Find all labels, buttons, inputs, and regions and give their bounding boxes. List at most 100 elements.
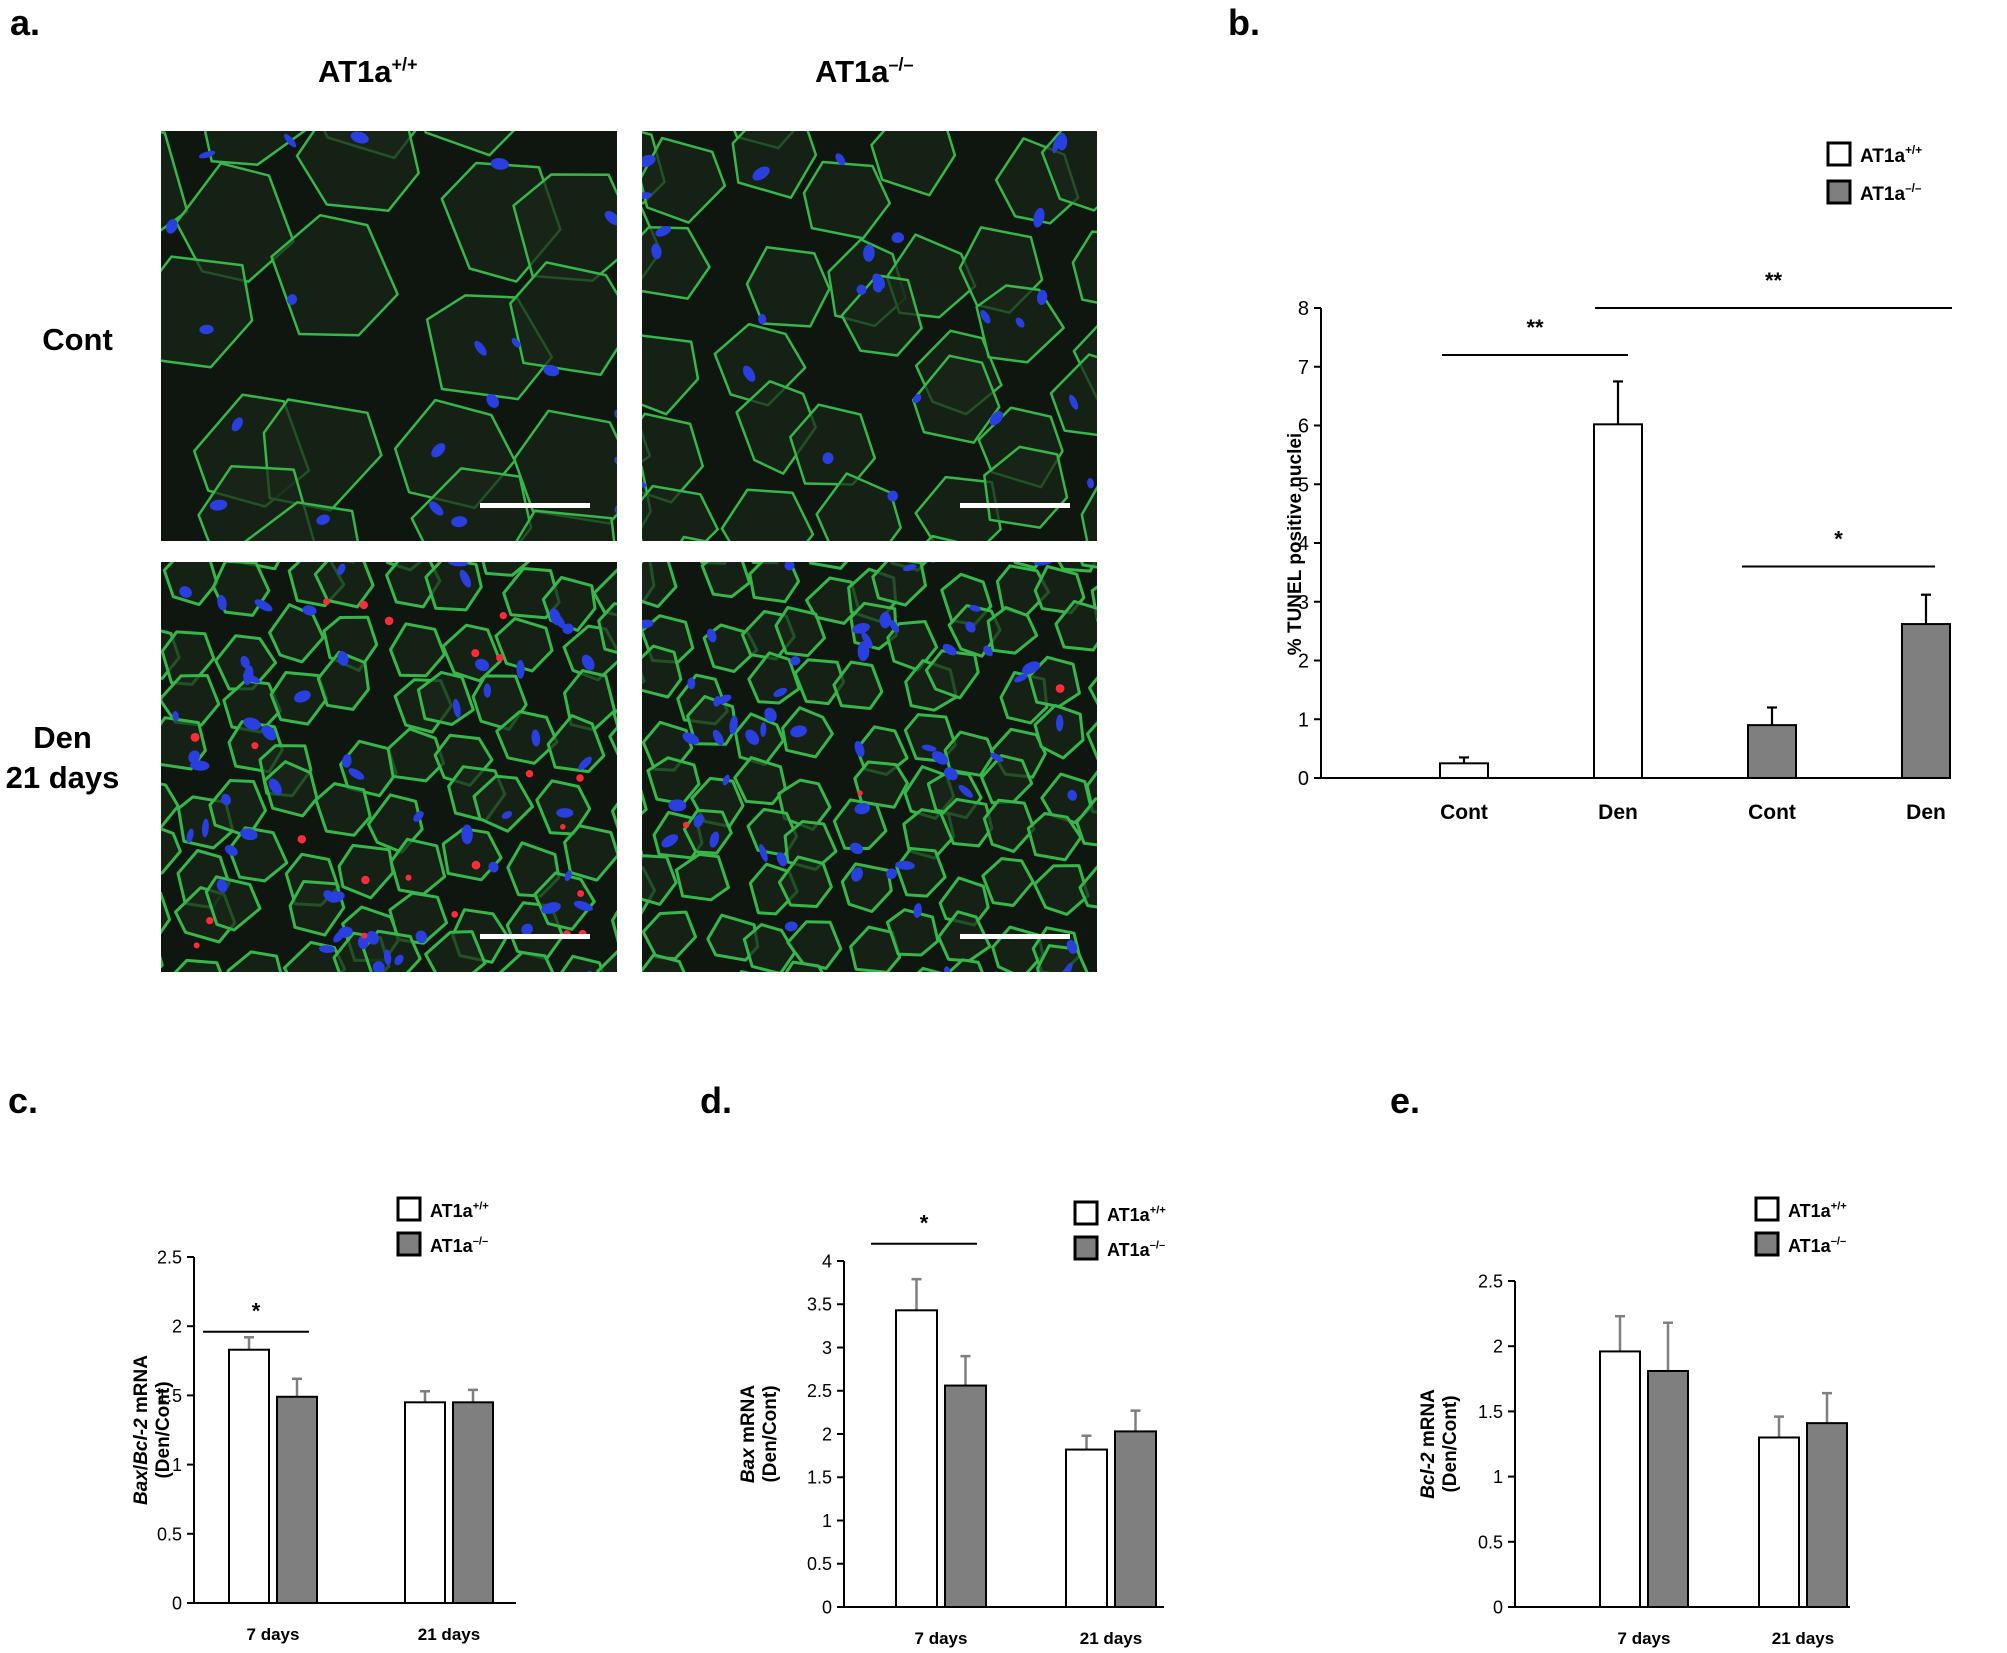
- muscle-fiber: [410, 467, 533, 541]
- nucleus: [531, 729, 541, 747]
- tunel-positive-nucleus: [496, 654, 504, 662]
- nucleus: [958, 784, 973, 798]
- nucleus: [1055, 714, 1064, 732]
- nucleus: [886, 868, 898, 880]
- nucleus: [759, 843, 768, 862]
- legend-base: AT1a: [430, 1201, 474, 1221]
- muscle-fiber: [481, 562, 531, 577]
- nucleus: [722, 774, 730, 786]
- muscle-fiber: [786, 920, 843, 970]
- muscle-fiber: [337, 843, 395, 900]
- legend-sup: +/+: [1150, 1204, 1167, 1216]
- nucleus: [224, 844, 238, 857]
- nucleus: [969, 604, 981, 612]
- nucleus: [366, 930, 379, 945]
- nucleus: [209, 499, 228, 511]
- column-header-sup: –/–: [888, 54, 914, 75]
- nucleus: [1033, 207, 1045, 228]
- muscle-fiber: [802, 160, 891, 240]
- y-tick-label: 1: [822, 1511, 832, 1531]
- muscle-fiber: [1040, 772, 1093, 825]
- y-tick-label: 6: [1298, 416, 1309, 438]
- muscle-fiber: [161, 955, 164, 969]
- nucleus: [556, 808, 574, 818]
- tunel-positive-nucleus: [499, 611, 507, 620]
- tunel-positive-nucleus: [682, 821, 690, 829]
- muscle-fiber: [270, 213, 399, 337]
- significance-marker: *: [252, 1299, 261, 1324]
- muscle-fiber: [1078, 865, 1097, 909]
- nucleus: [287, 294, 298, 305]
- y-tick-label: 2.5: [807, 1381, 832, 1401]
- muscle-fiber: [706, 913, 760, 962]
- muscle-fiber: [731, 131, 818, 199]
- micrograph-svg: [161, 131, 617, 541]
- nucleus: [903, 564, 917, 572]
- nucleus: [682, 732, 700, 745]
- muscle-fiber: [1033, 864, 1090, 916]
- tunel-positive-nucleus: [471, 649, 480, 658]
- muscle-fiber: [947, 958, 984, 972]
- nucleus: [217, 594, 227, 611]
- nucleus: [854, 802, 871, 815]
- nucleus: [459, 569, 472, 588]
- micrograph-svg: [161, 562, 617, 972]
- bar: [895, 1309, 938, 1608]
- nucleus: [516, 660, 525, 679]
- nucleus: [415, 930, 427, 944]
- y-axis-label: Bcl-2 mRNA: [1418, 1389, 1439, 1499]
- legend-entry: AT1a–/–: [1107, 1239, 1165, 1260]
- nucleus: [693, 814, 704, 828]
- muscle-fiber: [515, 509, 616, 541]
- muscle-fiber: [441, 827, 503, 882]
- nucleus: [461, 824, 473, 845]
- muscle-fiber: [1075, 797, 1097, 847]
- legend-swatch: [1073, 1235, 1099, 1261]
- muscle-fiber: [385, 562, 442, 609]
- muscle-fiber: [162, 562, 219, 607]
- muscle-fiber: [1086, 721, 1097, 761]
- nucleus: [342, 754, 352, 768]
- bar: [1747, 724, 1797, 779]
- muscle-fiber: [314, 782, 372, 837]
- significance-marker: **: [1526, 315, 1544, 340]
- nucleus: [709, 831, 720, 848]
- muscle-fiber: [981, 857, 1035, 907]
- nuclei: [166, 131, 617, 528]
- legend-entry: AT1a+/+: [1860, 144, 1922, 167]
- row-label-cont: Cont: [10, 320, 145, 360]
- fiber-membranes: [161, 131, 617, 541]
- legend-swatch: [396, 1231, 422, 1257]
- muscle-fiber: [784, 960, 824, 972]
- muscle-fiber: [642, 910, 698, 961]
- nucleus: [604, 210, 617, 226]
- micrograph-wt-den: [161, 562, 617, 972]
- nucleus: [316, 514, 330, 525]
- chart-e: Bcl-2 mRNA (Den/Cont) 0 0.5 1 1.5 2 2.5 7 days 21…: [1418, 1196, 1850, 1648]
- y-axis-label: Bax mRNA: [738, 1385, 759, 1483]
- legend-entry: AT1a–/–: [1860, 182, 1922, 205]
- y-tick-label: 2.5: [157, 1247, 182, 1267]
- legend-swatch: [1754, 1196, 1780, 1222]
- y-tick-label: 2.5: [1478, 1271, 1503, 1291]
- nucleus: [854, 740, 865, 758]
- nucleus: [186, 828, 194, 843]
- muscle-fiber: [642, 854, 678, 906]
- significance-marker: *: [920, 1211, 929, 1236]
- x-tick-label: 21 days: [418, 1625, 480, 1644]
- nucleus: [913, 903, 922, 918]
- muscle-fiber: [943, 730, 996, 777]
- muscle-fiber: [424, 131, 516, 157]
- muscle-fiber: [495, 710, 559, 765]
- nucleus: [1056, 132, 1068, 151]
- row-label-den: Den 21 days: [0, 718, 125, 798]
- tunel-positive-nucleus: [857, 790, 863, 796]
- nuclei: [172, 562, 595, 972]
- scale-bar: [960, 934, 1070, 939]
- micrograph-wt-cont: [161, 131, 617, 541]
- nucleus: [888, 619, 900, 633]
- row-label-line: Den: [33, 720, 92, 755]
- nucleus: [742, 365, 756, 382]
- nucleus: [790, 725, 807, 738]
- tunel-positive-nucleus: [451, 911, 459, 918]
